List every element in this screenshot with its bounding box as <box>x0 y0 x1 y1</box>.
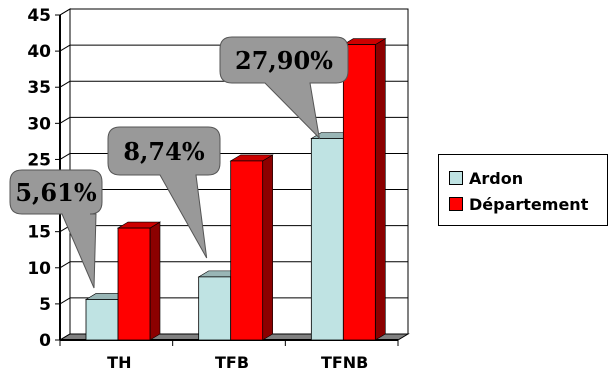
x-tick-label: TFB <box>215 353 249 372</box>
callout-3 <box>219 36 349 140</box>
y-tick-label: 0 <box>39 331 51 351</box>
gridline-side <box>59 80 71 88</box>
legend-label-departement: Département <box>469 194 589 214</box>
gridline-side <box>59 44 71 52</box>
legend-label-ardon: Ardon <box>469 168 524 188</box>
y-tick-label: 45 <box>27 6 51 26</box>
gridline-side <box>59 297 71 305</box>
gridline-side <box>59 116 71 124</box>
chart-legend: Ardon Département <box>438 154 608 226</box>
bar-département-th-side <box>149 221 161 341</box>
y-tick-label: 40 <box>27 42 51 62</box>
legend-item-departement: Département <box>449 193 588 215</box>
bar-ardon-th <box>85 299 119 341</box>
y-tick-label: 10 <box>27 259 51 279</box>
callout-label-3: 27,90% <box>235 46 333 75</box>
bar-ardon-tfb <box>198 276 232 341</box>
bar-département-tfnb <box>342 44 376 341</box>
callout-label-2: 8,74% <box>123 137 204 166</box>
bar-département-tfb <box>230 160 264 341</box>
gridline-side <box>59 261 71 269</box>
x-tick-label: TH <box>107 353 131 372</box>
bar-département-tfb-side <box>262 154 273 341</box>
legend-swatch-ardon <box>449 171 463 185</box>
callout-1 <box>9 169 103 289</box>
y-tick-label: 15 <box>27 223 51 243</box>
x-tick-label: TFNB <box>321 353 368 372</box>
bar-département-th <box>117 227 151 341</box>
callout-label-1: 5,61% <box>15 178 96 207</box>
bar-département-tfnb-side <box>375 38 386 341</box>
callout-2 <box>107 126 221 259</box>
bar-ardon-tfnb <box>310 138 344 341</box>
y-tick-label: 35 <box>27 78 51 98</box>
y-tick-label: 5 <box>39 295 51 315</box>
gridline-side <box>59 153 71 160</box>
legend-item-ardon: Ardon <box>449 167 523 189</box>
y-tick-label: 30 <box>27 114 51 134</box>
legend-swatch-departement <box>449 197 463 211</box>
y-tick-label: 25 <box>27 150 51 170</box>
